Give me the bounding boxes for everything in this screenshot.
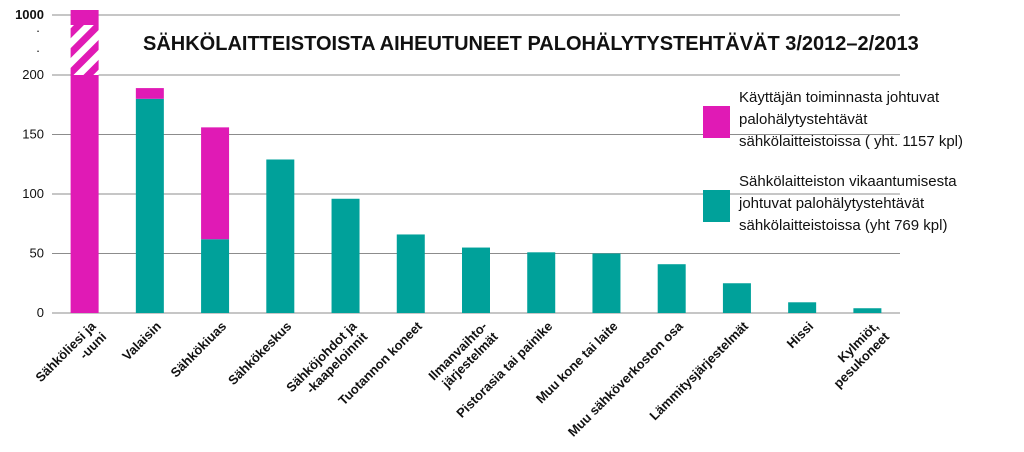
bar: [788, 302, 817, 313]
x-category-label: Hissi: [784, 319, 817, 352]
bar: [201, 127, 230, 240]
bar: [853, 308, 882, 313]
y-tick-label: 150: [22, 127, 44, 142]
y-tick-label: 1000: [15, 7, 44, 22]
legend-label: Käyttäjän toiminnasta johtuvat palohälyty…: [739, 89, 963, 150]
bar: [201, 239, 230, 313]
legend-label-line: sähkölaitteistoissa ( yht. 1157 kpl): [739, 133, 963, 150]
x-category-label: Muu sähköverkoston osa: [565, 318, 686, 439]
y-axis-break-dot: ·: [36, 43, 40, 58]
bar: [135, 98, 164, 313]
grid: [52, 14, 900, 314]
legend-swatch: [703, 190, 730, 222]
legend-label-line: johtuvat palohälytystehtävät: [738, 195, 925, 212]
legend: Käyttäjän toiminnasta johtuvat palohälyty…: [703, 89, 963, 234]
x-axis: Sähköliesi ja-uuni Valaisin SähkökiuasSähk…: [32, 318, 892, 439]
bar: [135, 88, 164, 99]
bar: [462, 247, 490, 313]
x-category-label-line: Sähkökiuas: [167, 319, 229, 381]
x-category-label: Sähkökiuas: [167, 319, 229, 381]
bars: [70, 10, 882, 313]
bar: [396, 234, 425, 313]
x-category-label-line: Sähkökeskus: [225, 319, 294, 388]
bar: [70, 75, 99, 313]
y-tick-label: 100: [22, 186, 44, 201]
x-category-label-line: Muu sähköverkoston osa: [565, 318, 686, 439]
bar-break-marker: [70, 25, 99, 75]
bar: [592, 253, 621, 313]
legend-label-line: sähkölaitteistoissa (yht 769 kpl): [739, 217, 947, 234]
bar: [527, 252, 556, 313]
legend-label-line: Sähkölaitteiston vikaantumisesta: [739, 173, 957, 190]
x-category-label: Kylmiöt,pesukoneet: [820, 318, 893, 391]
chart-title: SÄHKÖLAITTEISTOISTA AIHEUTUNEET PALOHÄLY…: [143, 32, 919, 55]
legend-label-line: Käyttäjän toiminnasta johtuvat: [739, 89, 940, 106]
legend-label-line: palohälytystehtävät: [739, 111, 868, 128]
x-category-label: Valaisin: [119, 318, 164, 363]
bar: [70, 10, 99, 25]
legend-label: Sähkölaitteiston vikaantumisesta johtuvat…: [738, 173, 957, 234]
y-tick-label: 50: [30, 246, 44, 261]
y-axis-break-dot: ·: [36, 23, 40, 38]
y-tick-label: 200: [22, 67, 44, 82]
bar: [266, 159, 295, 313]
x-category-label-line: Hissi: [784, 319, 817, 352]
x-category-label-line: Valaisin: [119, 318, 164, 363]
x-category-label: Sähkökeskus: [225, 319, 294, 388]
bar: [331, 198, 360, 313]
bar: [657, 264, 686, 313]
bar: [722, 283, 751, 313]
legend-swatch: [703, 106, 730, 138]
y-tick-label: 0: [37, 305, 44, 320]
x-category-label: Sähköliesi ja-uuni: [32, 318, 109, 395]
